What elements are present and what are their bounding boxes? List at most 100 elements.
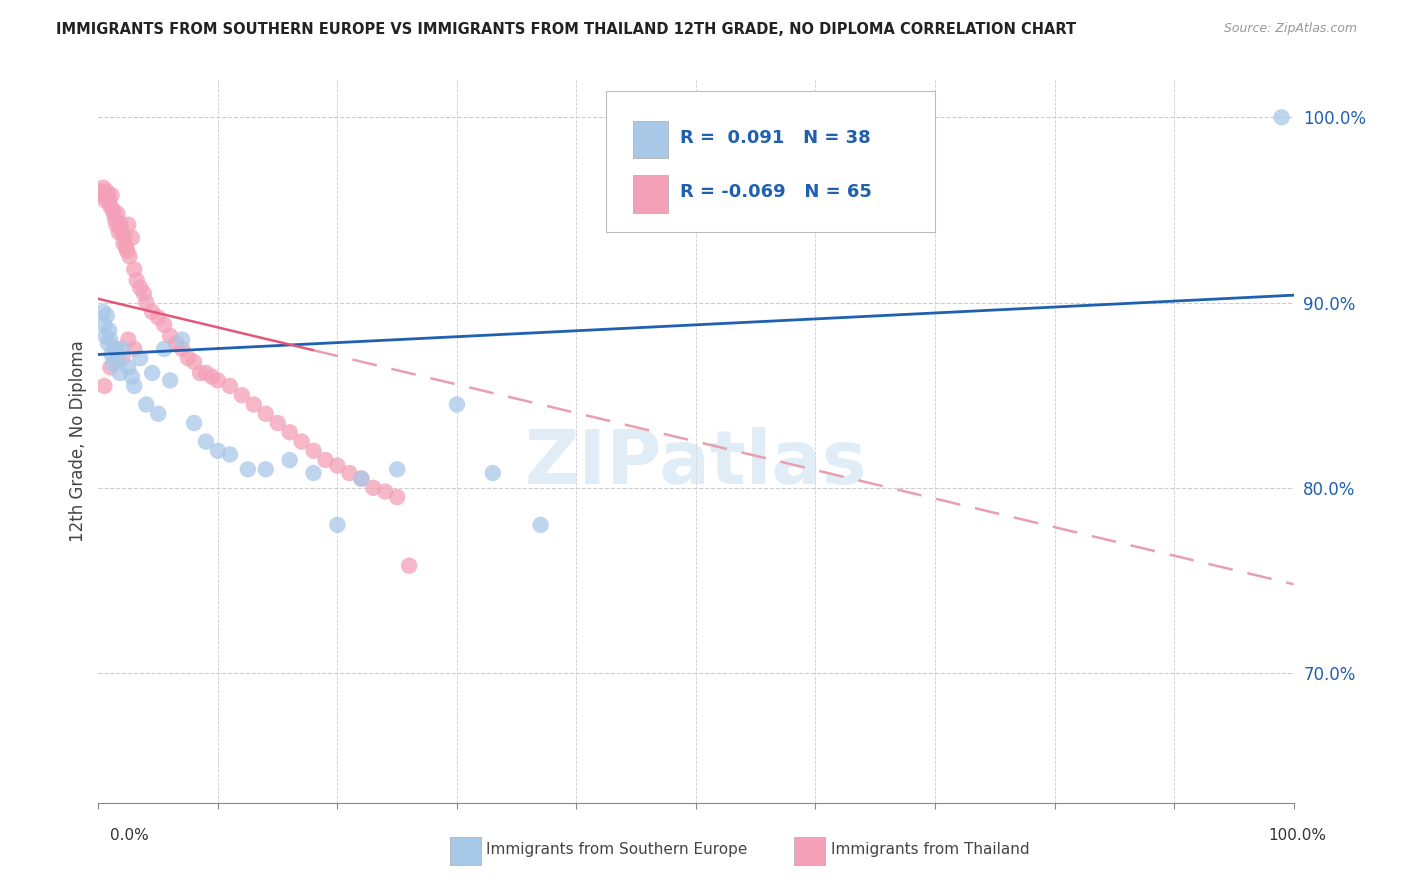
- Point: [201, 369, 224, 384]
- Point: [172, 342, 194, 356]
- Point: [104, 342, 127, 356]
- Point: [98, 360, 122, 375]
- Text: 0.0%: 0.0%: [110, 828, 149, 843]
- Point: [107, 207, 129, 221]
- Point: [385, 490, 409, 504]
- Point: [129, 351, 152, 366]
- Point: [98, 333, 122, 347]
- Point: [105, 218, 128, 232]
- Point: [278, 453, 301, 467]
- Point: [107, 351, 129, 366]
- Point: [374, 484, 396, 499]
- Text: R =  0.091   N = 38: R = 0.091 N = 38: [681, 129, 872, 147]
- Point: [231, 388, 253, 402]
- FancyBboxPatch shape: [633, 120, 668, 158]
- Text: R = -0.069   N = 65: R = -0.069 N = 65: [681, 183, 872, 202]
- Point: [153, 342, 176, 356]
- Point: [398, 558, 420, 573]
- Point: [117, 218, 139, 232]
- Point: [315, 453, 337, 467]
- Point: [141, 366, 163, 380]
- Point: [121, 369, 143, 384]
- Point: [103, 207, 125, 221]
- Point: [148, 407, 170, 421]
- Point: [132, 286, 155, 301]
- Point: [105, 342, 128, 356]
- Point: [267, 416, 290, 430]
- Point: [183, 355, 205, 369]
- Point: [118, 249, 141, 263]
- Point: [363, 481, 385, 495]
- Point: [112, 236, 135, 251]
- Point: [97, 336, 120, 351]
- Point: [183, 416, 205, 430]
- Point: [446, 397, 468, 411]
- Point: [94, 329, 117, 343]
- Point: [91, 305, 114, 319]
- Point: [195, 366, 218, 380]
- Point: [291, 434, 314, 449]
- Point: [108, 216, 131, 230]
- Text: Immigrants from Thailand: Immigrants from Thailand: [831, 842, 1029, 856]
- Point: [172, 333, 194, 347]
- Point: [148, 310, 170, 325]
- Point: [114, 231, 136, 245]
- Point: [188, 366, 211, 380]
- Point: [93, 318, 115, 332]
- Point: [117, 360, 139, 375]
- Point: [219, 379, 242, 393]
- Point: [93, 379, 115, 393]
- Point: [153, 318, 176, 332]
- Point: [91, 188, 114, 202]
- Point: [385, 462, 409, 476]
- Point: [350, 472, 373, 486]
- Point: [101, 357, 124, 371]
- Point: [243, 397, 266, 411]
- Point: [1271, 111, 1294, 125]
- Text: IMMIGRANTS FROM SOUTHERN EUROPE VS IMMIGRANTS FROM THAILAND 12TH GRADE, NO DIPLO: IMMIGRANTS FROM SOUTHERN EUROPE VS IMMIG…: [56, 22, 1077, 37]
- Point: [124, 262, 146, 277]
- Point: [339, 466, 361, 480]
- Point: [236, 462, 259, 476]
- Point: [254, 462, 277, 476]
- Point: [302, 443, 325, 458]
- Point: [96, 309, 118, 323]
- Point: [91, 180, 114, 194]
- Point: [302, 466, 325, 480]
- Point: [219, 448, 242, 462]
- Point: [135, 295, 157, 310]
- Point: [104, 212, 127, 227]
- Point: [90, 185, 112, 199]
- Point: [100, 188, 122, 202]
- Text: Immigrants from Southern Europe: Immigrants from Southern Europe: [486, 842, 748, 856]
- Point: [177, 351, 200, 366]
- Text: Source: ZipAtlas.com: Source: ZipAtlas.com: [1223, 22, 1357, 36]
- Point: [124, 379, 146, 393]
- Point: [121, 231, 143, 245]
- Point: [129, 281, 152, 295]
- Point: [159, 373, 181, 387]
- Point: [98, 194, 121, 208]
- Point: [111, 227, 134, 241]
- Point: [101, 202, 124, 217]
- Point: [96, 185, 118, 199]
- Point: [159, 329, 181, 343]
- Y-axis label: 12th Grade, No Diploma: 12th Grade, No Diploma: [69, 341, 87, 542]
- Point: [107, 225, 129, 239]
- Point: [108, 366, 131, 380]
- Point: [141, 305, 163, 319]
- Point: [97, 188, 120, 202]
- Point: [326, 458, 349, 473]
- Point: [135, 397, 157, 411]
- Point: [165, 336, 187, 351]
- Text: ZIPatlas: ZIPatlas: [524, 426, 868, 500]
- Point: [481, 466, 505, 480]
- Point: [111, 351, 134, 366]
- Point: [254, 407, 277, 421]
- FancyBboxPatch shape: [633, 175, 668, 212]
- Point: [350, 472, 373, 486]
- Point: [207, 443, 229, 458]
- Point: [94, 194, 117, 208]
- Point: [98, 199, 122, 213]
- Point: [111, 342, 134, 356]
